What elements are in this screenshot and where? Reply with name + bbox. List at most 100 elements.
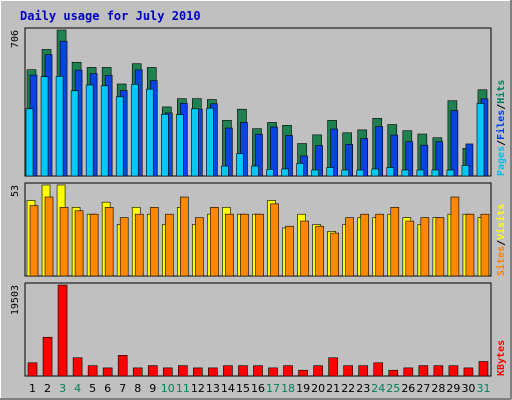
x-tick-label: 24 [371,382,385,395]
files-bar [225,127,233,177]
files-bar [315,145,323,177]
sites-bar [465,213,475,277]
kbytes-bar [403,367,414,377]
files-bar [405,141,414,177]
pages-bar [130,84,139,177]
sites-bar [149,207,159,277]
sites-bar [59,207,69,277]
sites-bar [210,207,219,277]
kbytes-bar [57,284,68,377]
kbytes-bar [313,365,323,377]
kbytes-bar [463,367,474,377]
files-bar [375,126,384,177]
sites-bar [240,213,249,277]
files-bar [435,141,444,177]
sites-bar [375,213,385,277]
kbytes-bar [328,357,338,377]
kbytes-bar [448,365,459,377]
x-tick-label: 29 [446,382,460,395]
pages-bar [100,85,109,177]
x-tick-label: 17 [266,382,280,395]
pages-bar [40,76,49,177]
sites-bar [270,203,279,277]
pages-bar [115,96,124,177]
legend-entry: / [496,140,507,146]
pages-bar [221,165,229,177]
kbytes-bar [132,367,143,377]
files-bar [285,135,293,177]
files-bar [270,126,278,177]
x-tick-label: 21 [326,382,340,395]
sites-bar [44,196,54,277]
sites-bar [300,220,309,277]
kbytes-bar [373,362,384,377]
x-tick-label: 26 [401,382,415,395]
x-tick-label: 9 [149,382,156,395]
x-tick-label: 1 [29,382,36,395]
pages-bar [461,165,470,177]
kbytes-bar [478,361,489,377]
sites-bar [285,225,294,277]
kbytes-bar [358,365,369,377]
kbytes-bar [298,369,308,377]
kbytes-bar [87,365,98,377]
x-tick-label: 30 [461,382,475,395]
legend-entry: Files [495,110,507,140]
kbytes-bar [27,362,38,377]
pages-bar [401,169,410,177]
pages-bar [55,76,64,177]
sites-bar [29,205,39,277]
files-bar [450,110,459,177]
x-tick-label: 23 [356,382,370,395]
sites-bar [225,213,234,277]
sites-bar [360,213,370,277]
pages-bar [296,163,304,177]
kbytes-bar [72,357,83,377]
kbytes-bar [117,355,128,377]
sites-bar [134,213,144,277]
x-tick-label: 28 [431,382,445,395]
pages-bar [281,168,289,177]
kbytes-bar [147,365,158,377]
legend: Sites/Visits [495,204,507,276]
sites-bar [74,210,84,277]
pages-bar [266,169,274,177]
pages-bar [236,153,244,177]
pages-bar [446,169,455,177]
sites-bar [164,213,174,277]
sites-bar [435,217,445,277]
files-bar [465,143,474,177]
sites-bar [315,225,324,277]
legend-entry: KBytes [496,340,507,376]
files-bar [390,134,399,177]
sites-bar [420,217,430,277]
sites-bar [180,196,189,277]
sites-bar [480,213,490,277]
legend-entry: Hits [495,80,507,104]
pages-bar [341,169,349,177]
sites-bar [255,213,264,277]
sites-bar [104,207,114,277]
pages-bar [145,88,154,177]
sites-bar [450,196,460,277]
x-tick-label: 14 [221,382,235,395]
kbytes-bar [102,367,113,377]
pages-bar [311,169,319,177]
legend-entry: / [496,104,507,110]
pages-bar [206,107,214,177]
pages-bar [191,108,199,177]
kbytes-bar [343,365,353,377]
x-tick-label: 31 [476,382,490,395]
sites-bar [119,217,129,277]
x-tick-label: 16 [251,382,265,395]
y-max-label: 706 [10,30,21,48]
pages-bar [386,167,395,177]
kbytes-bar [388,369,399,377]
pages-bar [70,90,79,177]
x-tick-label: 3 [59,382,66,395]
pages-bar [431,169,440,177]
day-axis: 1 2 3 4 5 6 7 8 9 10 11 12 13 14 15 16 17 18 19 20 21 22 23 24 2… [29,382,490,395]
pages-bar [176,114,184,177]
kbytes-bar [268,367,278,377]
